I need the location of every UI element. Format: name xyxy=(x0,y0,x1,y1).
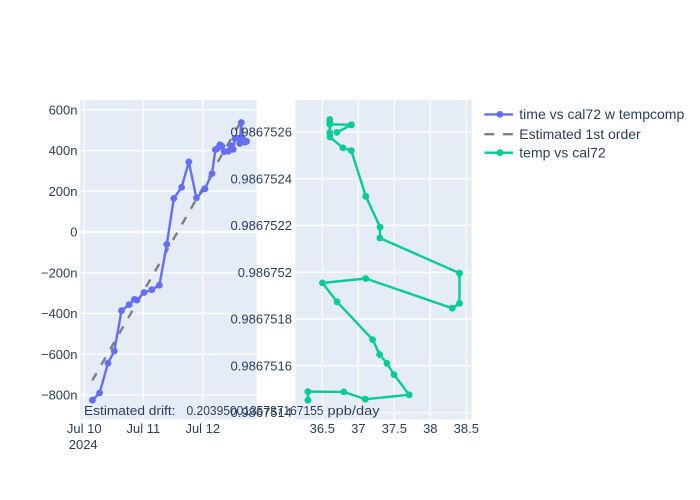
svg-text:38.5: 38.5 xyxy=(454,421,479,436)
svg-text:2024: 2024 xyxy=(69,437,98,452)
svg-text:0: 0 xyxy=(70,225,77,240)
svg-text:200n: 200n xyxy=(49,184,78,199)
svg-text:400n: 400n xyxy=(49,143,78,158)
svg-text:0.9867524: 0.9867524 xyxy=(231,171,292,186)
svg-text:38: 38 xyxy=(423,421,437,436)
svg-text:Estimated 1st order: Estimated 1st order xyxy=(519,126,641,142)
svg-text:−800n: −800n xyxy=(41,388,78,403)
svg-text:0.9867526: 0.9867526 xyxy=(231,125,292,140)
svg-text:0.9867522: 0.9867522 xyxy=(231,218,292,233)
svg-text:37: 37 xyxy=(351,421,365,436)
svg-text:Jul 10: Jul 10 xyxy=(67,421,102,436)
svg-text:37.5: 37.5 xyxy=(382,421,407,436)
svg-text:temp vs cal72: temp vs cal72 xyxy=(519,144,606,160)
svg-text:0.9867514: 0.9867514 xyxy=(231,405,292,420)
svg-text:0.2039500135737167155: 0.2039500135737167155 xyxy=(187,403,324,418)
svg-text:−600n: −600n xyxy=(41,347,78,362)
svg-text:−400n: −400n xyxy=(41,306,78,321)
svg-text:Jul 12: Jul 12 xyxy=(185,421,220,436)
svg-text:0.986752: 0.986752 xyxy=(238,265,292,280)
svg-text:600n: 600n xyxy=(49,102,78,117)
svg-text:time vs cal72 w tempcomp: time vs cal72 w tempcomp xyxy=(519,106,684,122)
svg-text:0.9867516: 0.9867516 xyxy=(231,358,292,373)
svg-text:Estimated drift:: Estimated drift: xyxy=(84,403,176,418)
svg-text:ppb/day: ppb/day xyxy=(328,403,381,418)
svg-text:−200n: −200n xyxy=(41,265,78,280)
svg-text:36.5: 36.5 xyxy=(310,421,335,436)
svg-text:Jul 11: Jul 11 xyxy=(127,421,161,436)
svg-text:0.9867518: 0.9867518 xyxy=(231,312,292,327)
